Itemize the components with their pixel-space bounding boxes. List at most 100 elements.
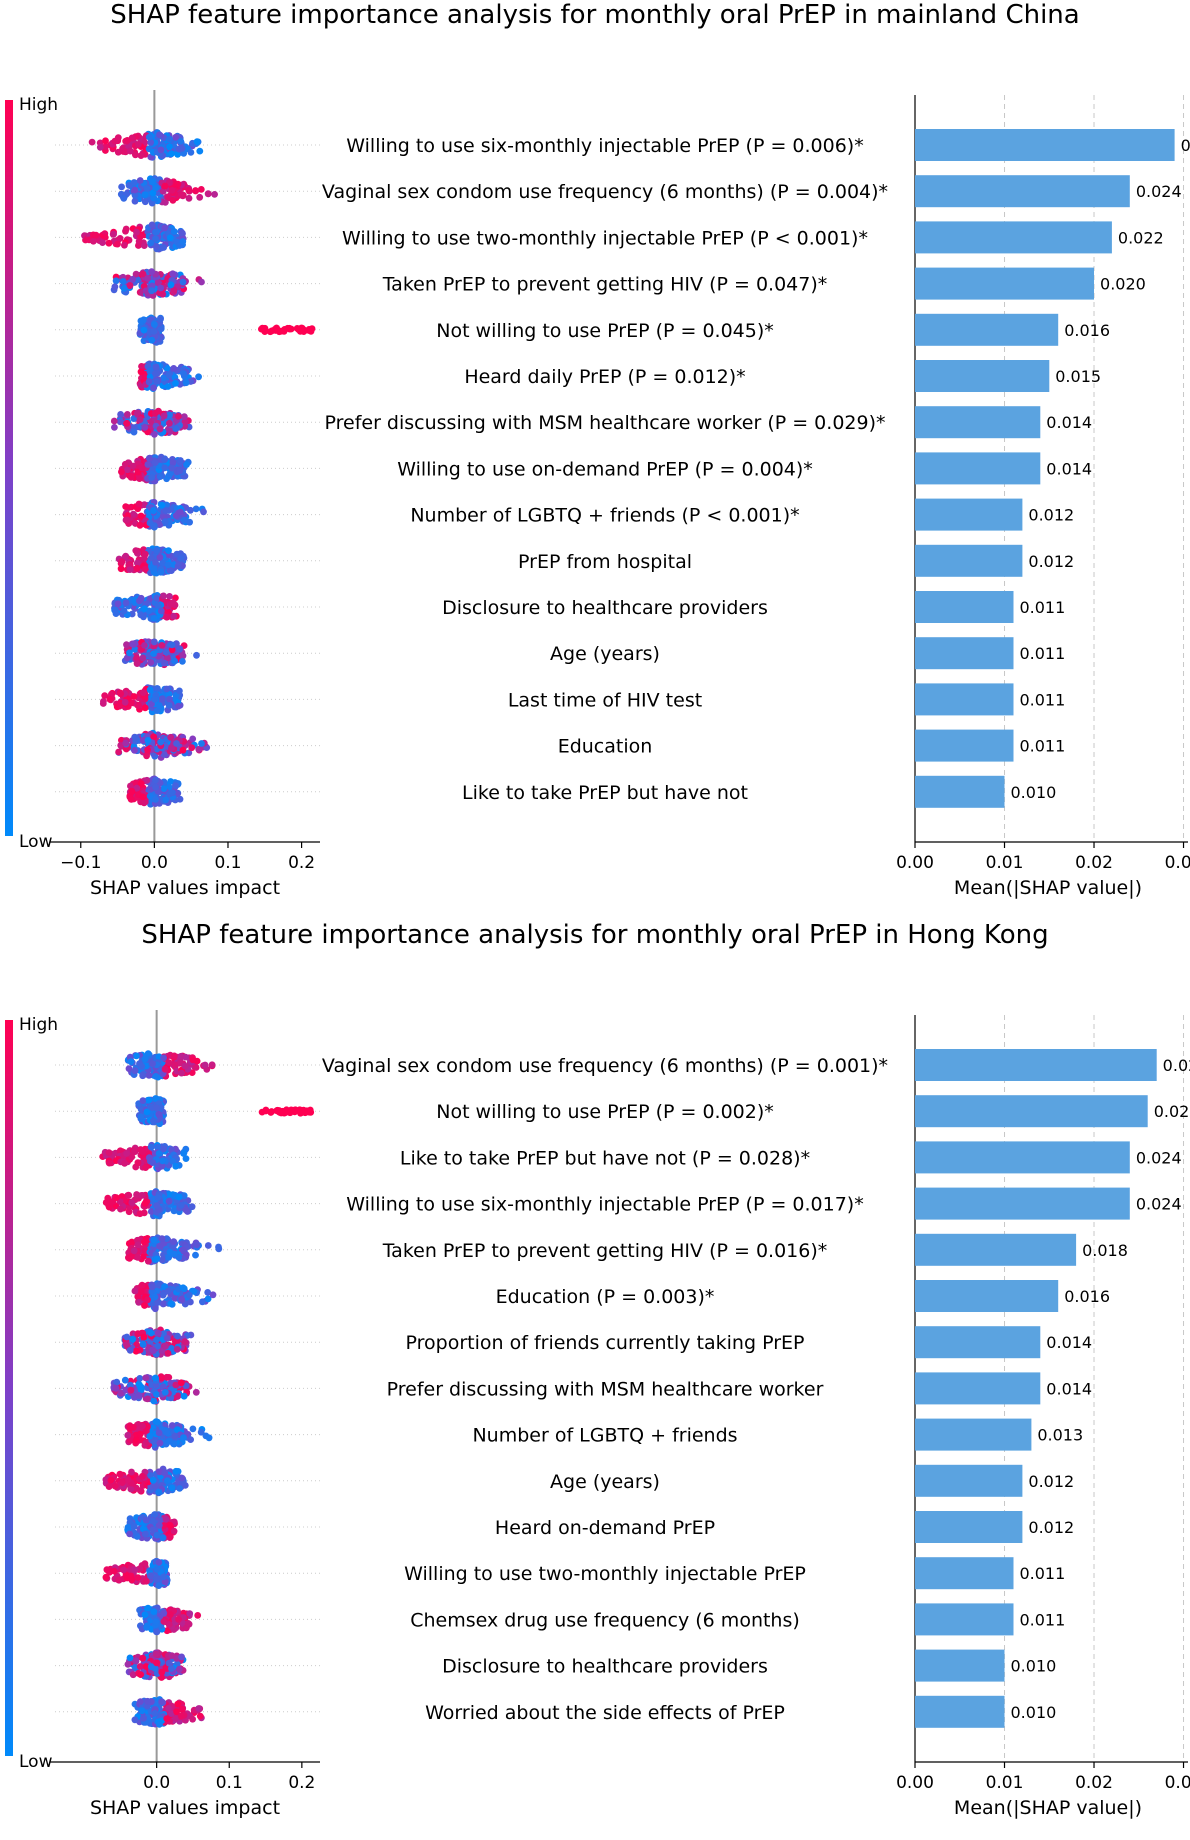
beeswarm-dot [161, 518, 169, 526]
importance-bar [915, 406, 1041, 439]
beeswarm-dot [110, 417, 118, 425]
beeswarm-dot [124, 1191, 132, 1199]
beeswarm-dot [187, 1298, 194, 1306]
beeswarm-dot [174, 1332, 181, 1340]
beeswarm-dot [151, 696, 159, 703]
beeswarm-dot [120, 1566, 127, 1574]
beeswarm-dot [124, 411, 131, 418]
beeswarm-dot [134, 1330, 142, 1338]
beeswarm-dot [153, 1565, 161, 1573]
beeswarm-dot [131, 747, 138, 754]
beeswarm-dot [150, 194, 158, 202]
beeswarm-row [99, 684, 184, 716]
beeswarm-dot [158, 642, 166, 649]
beeswarm-dot [124, 1431, 132, 1439]
beeswarm-dot [168, 1146, 176, 1153]
beeswarm-dot [137, 1671, 145, 1678]
beeswarm-dot [195, 373, 203, 381]
beeswarm-row [124, 1050, 216, 1081]
bar-value-label: 0.011 [1019, 644, 1065, 663]
importance-bar [915, 1695, 1005, 1728]
beeswarm-dot [131, 191, 139, 199]
beeswarm-dot [156, 473, 164, 480]
beeswarm-dot [129, 1671, 137, 1679]
importance-bar [915, 1372, 1041, 1405]
beeswarm-dot [133, 660, 141, 667]
beeswarm-dot [171, 1432, 179, 1440]
beeswarm-dot [136, 1487, 144, 1494]
beeswarm-dot [99, 239, 106, 247]
beeswarm-dot [117, 411, 124, 418]
beeswarm-dot [150, 328, 158, 335]
beeswarm-dot [275, 1107, 283, 1114]
beeswarm-dot [162, 648, 170, 656]
beeswarm-dot [138, 1281, 146, 1289]
beeswarm-dot [160, 412, 168, 420]
beeswarm-dot [147, 1208, 155, 1215]
beeswarm-dot [153, 1202, 161, 1209]
beeswarm-dot [122, 745, 130, 753]
beeswarm-dot [189, 1056, 197, 1064]
beeswarm-dot [152, 558, 159, 566]
importance-bar [915, 1187, 1130, 1220]
beeswarm-dot [204, 1295, 212, 1303]
beeswarm-dot [118, 183, 125, 191]
beeswarm-dot [142, 1577, 150, 1585]
beeswarm-dot [122, 739, 130, 747]
beeswarm-dot [119, 278, 127, 285]
beeswarm-dot [148, 268, 156, 276]
beeswarm-dot [187, 149, 195, 156]
beeswarm-dot [166, 1611, 174, 1618]
beeswarm-row [136, 1604, 202, 1636]
beeswarm-dot [163, 1373, 171, 1381]
beeswarm-dot [159, 559, 167, 567]
beeswarm-dot [125, 1208, 133, 1216]
feature-label: Last time of HIV test [508, 689, 702, 711]
beeswarm-dot [159, 1157, 167, 1165]
beeswarm-dot [168, 1484, 176, 1492]
beeswarm-dot [138, 464, 146, 472]
beeswarm-dot [187, 506, 194, 514]
beeswarm-dot [153, 1659, 161, 1667]
beeswarm-row [124, 1649, 187, 1681]
beeswarm-row [131, 1280, 217, 1313]
beeswarm-dot [157, 607, 165, 615]
beeswarm-dot [134, 1254, 142, 1261]
beeswarm-dot [123, 516, 131, 524]
beeswarm-dot [126, 1346, 134, 1354]
beeswarm-dot [170, 1250, 178, 1258]
beeswarm-dot [141, 198, 149, 206]
beeswarm-dot [156, 131, 163, 139]
beeswarm-dot [126, 147, 134, 155]
beeswarm-dot [136, 1375, 144, 1382]
bar-value-label: 0.027 [1163, 1056, 1190, 1075]
beeswarm-dot [168, 1422, 176, 1429]
beeswarm-dot [166, 470, 174, 478]
bar-value-label: 0.010 [1011, 1657, 1057, 1676]
beeswarm-dot [170, 228, 178, 235]
beeswarm-dot [139, 1340, 147, 1348]
beeswarm-dot [156, 425, 164, 433]
beeswarm-dot [176, 1485, 184, 1492]
beeswarm-dot [139, 1072, 147, 1080]
bar-value-label: 0.011 [1019, 690, 1065, 709]
beeswarm-dot [126, 1530, 133, 1538]
feature-label: Education [558, 736, 653, 758]
beeswarm-dot [173, 1708, 181, 1716]
beeswarm-dot [204, 1289, 212, 1296]
beeswarm-dot [167, 778, 175, 785]
beeswarm-dot [106, 695, 114, 703]
beeswarm-dot [152, 1095, 160, 1102]
feature-label: Number of LGBTQ + friends [472, 1425, 737, 1447]
beeswarm-dot [180, 1392, 188, 1400]
beeswarm-dot [133, 654, 141, 662]
beeswarm-dot [153, 1628, 161, 1636]
beeswarm-dot [139, 270, 147, 278]
beeswarm-dot [181, 1062, 189, 1070]
feature-label: Willing to use six-monthly injectable Pr… [346, 1194, 863, 1216]
beeswarm-dot [192, 1388, 200, 1396]
beeswarm-dot [167, 733, 175, 741]
bar-value-label: 0.016 [1064, 321, 1110, 340]
beeswarm-dot [139, 1525, 147, 1533]
beeswarm-dot [148, 221, 156, 229]
